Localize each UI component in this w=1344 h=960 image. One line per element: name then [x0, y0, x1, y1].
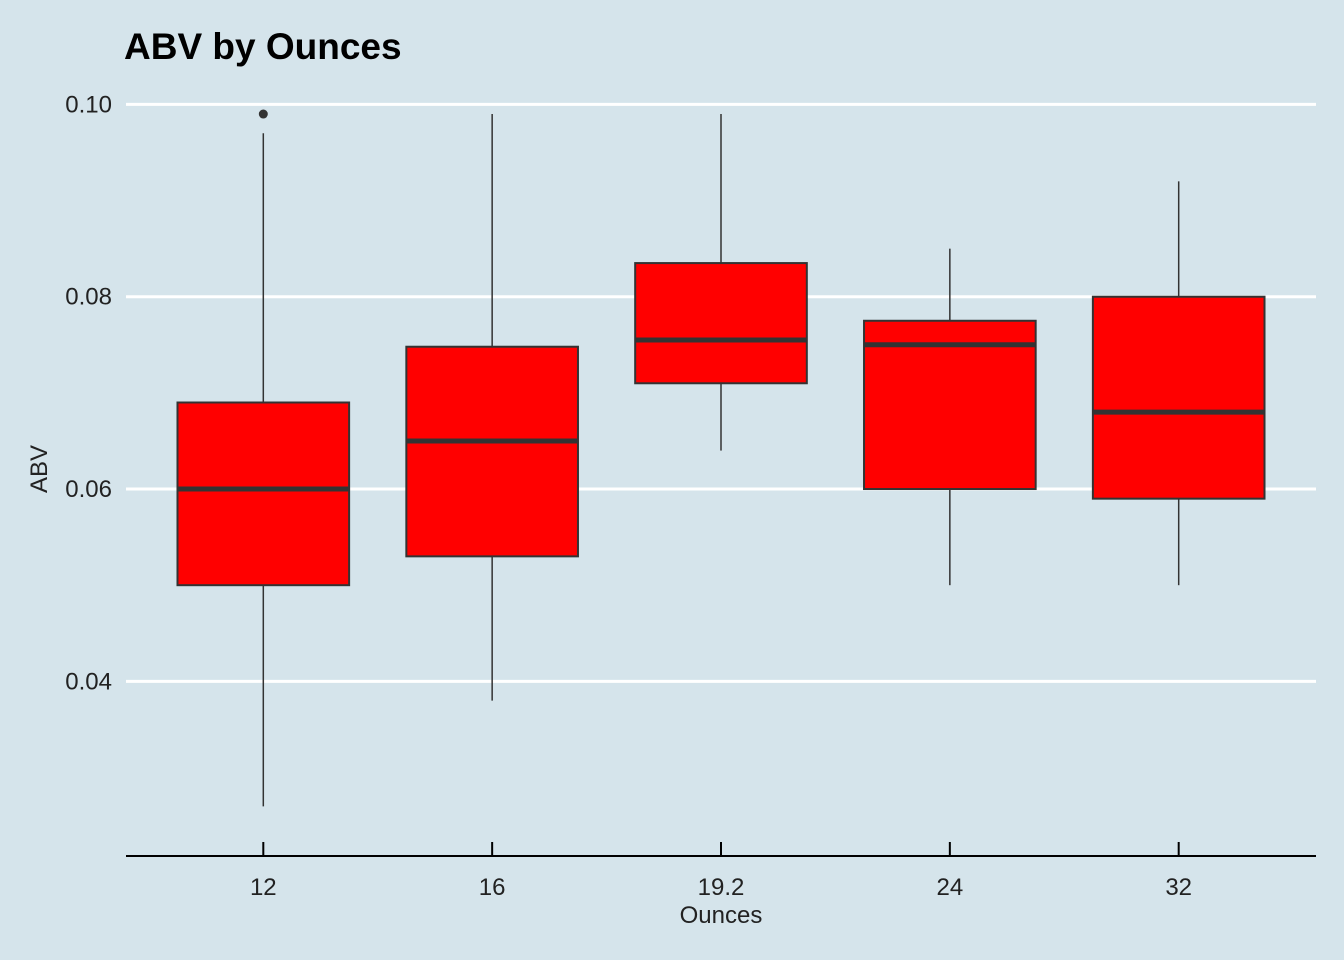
y-axis-title: ABV [26, 445, 53, 493]
x-tick-label: 32 [1165, 874, 1192, 901]
y-tick-label: 0.08 [65, 284, 112, 311]
box-layer [176, 109, 1266, 807]
box-16 [405, 114, 579, 701]
x-tick-label: 16 [479, 874, 506, 901]
chart-title: ABV by Ounces [124, 26, 402, 67]
x-tick-label: 24 [936, 874, 963, 901]
axis-layer: 0.04 0.06 0.08 0.10 12 16 19.2 24 32 [65, 91, 1316, 901]
y-tick-label: 0.10 [65, 91, 112, 118]
box-body [1091, 295, 1266, 500]
box-12 [176, 109, 351, 807]
box-24 [863, 248, 1037, 586]
y-tick-label: 0.06 [65, 476, 112, 503]
y-tick-label: 0.04 [65, 668, 112, 695]
box-body [863, 319, 1037, 491]
box-body [176, 401, 351, 587]
x-tick-label: 12 [250, 874, 277, 901]
box-32 [1091, 181, 1266, 586]
outlier-point [258, 109, 268, 119]
box-body [405, 345, 579, 558]
box-19.2 [634, 114, 808, 451]
box-body [634, 262, 808, 385]
x-axis-title: Ounces [680, 902, 763, 929]
x-tick-label: 19.2 [698, 874, 745, 901]
